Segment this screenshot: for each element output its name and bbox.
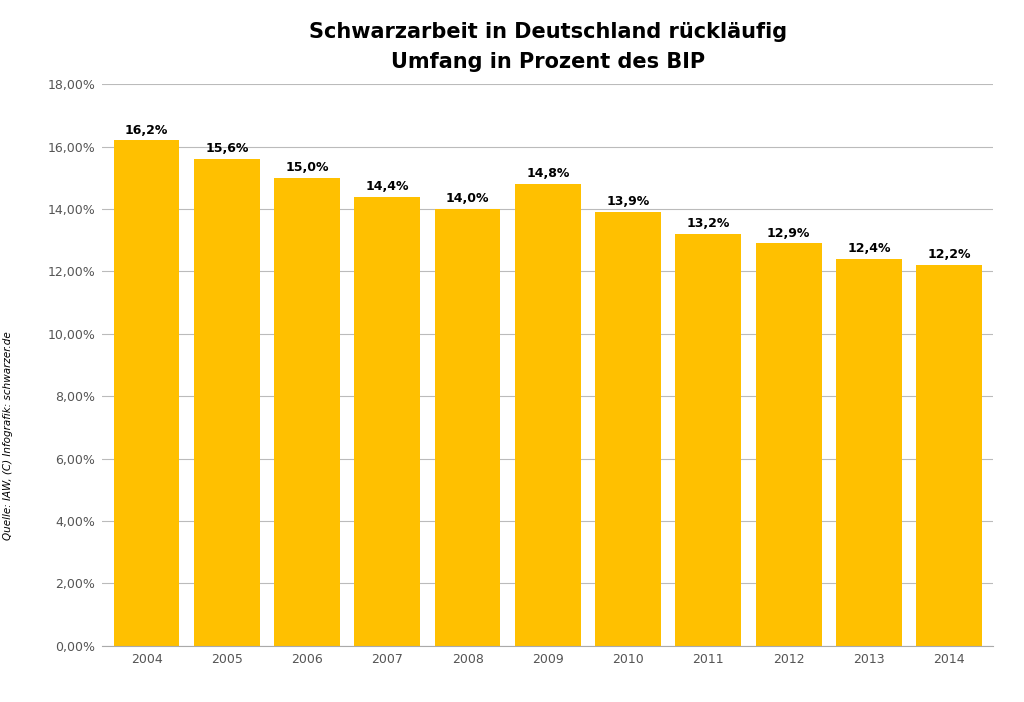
Text: 16,2%: 16,2%: [125, 124, 168, 137]
Text: 14,8%: 14,8%: [526, 167, 569, 180]
Text: 14,0%: 14,0%: [445, 192, 489, 205]
Bar: [595, 212, 662, 646]
Bar: [434, 209, 501, 646]
Text: Quelle: IAW, (C) Infografik: schwarzer.de: Quelle: IAW, (C) Infografik: schwarzer.d…: [3, 331, 13, 540]
Bar: [114, 140, 179, 646]
Text: 12,4%: 12,4%: [847, 242, 891, 256]
Bar: [354, 197, 420, 646]
Bar: [274, 178, 340, 646]
Text: 14,4%: 14,4%: [366, 180, 409, 193]
Bar: [194, 159, 260, 646]
Bar: [756, 244, 821, 646]
Bar: [916, 265, 982, 646]
Bar: [836, 259, 902, 646]
Text: 13,9%: 13,9%: [606, 195, 649, 208]
Bar: [676, 234, 741, 646]
Bar: [515, 184, 581, 646]
Text: 12,9%: 12,9%: [767, 227, 810, 239]
Text: 13,2%: 13,2%: [687, 217, 730, 230]
Title: Schwarzarbeit in Deutschland rückläufig
Umfang in Prozent des BIP: Schwarzarbeit in Deutschland rückläufig …: [309, 22, 786, 72]
Text: 12,2%: 12,2%: [928, 249, 971, 261]
Text: 15,6%: 15,6%: [205, 143, 249, 155]
Text: 15,0%: 15,0%: [286, 161, 329, 174]
